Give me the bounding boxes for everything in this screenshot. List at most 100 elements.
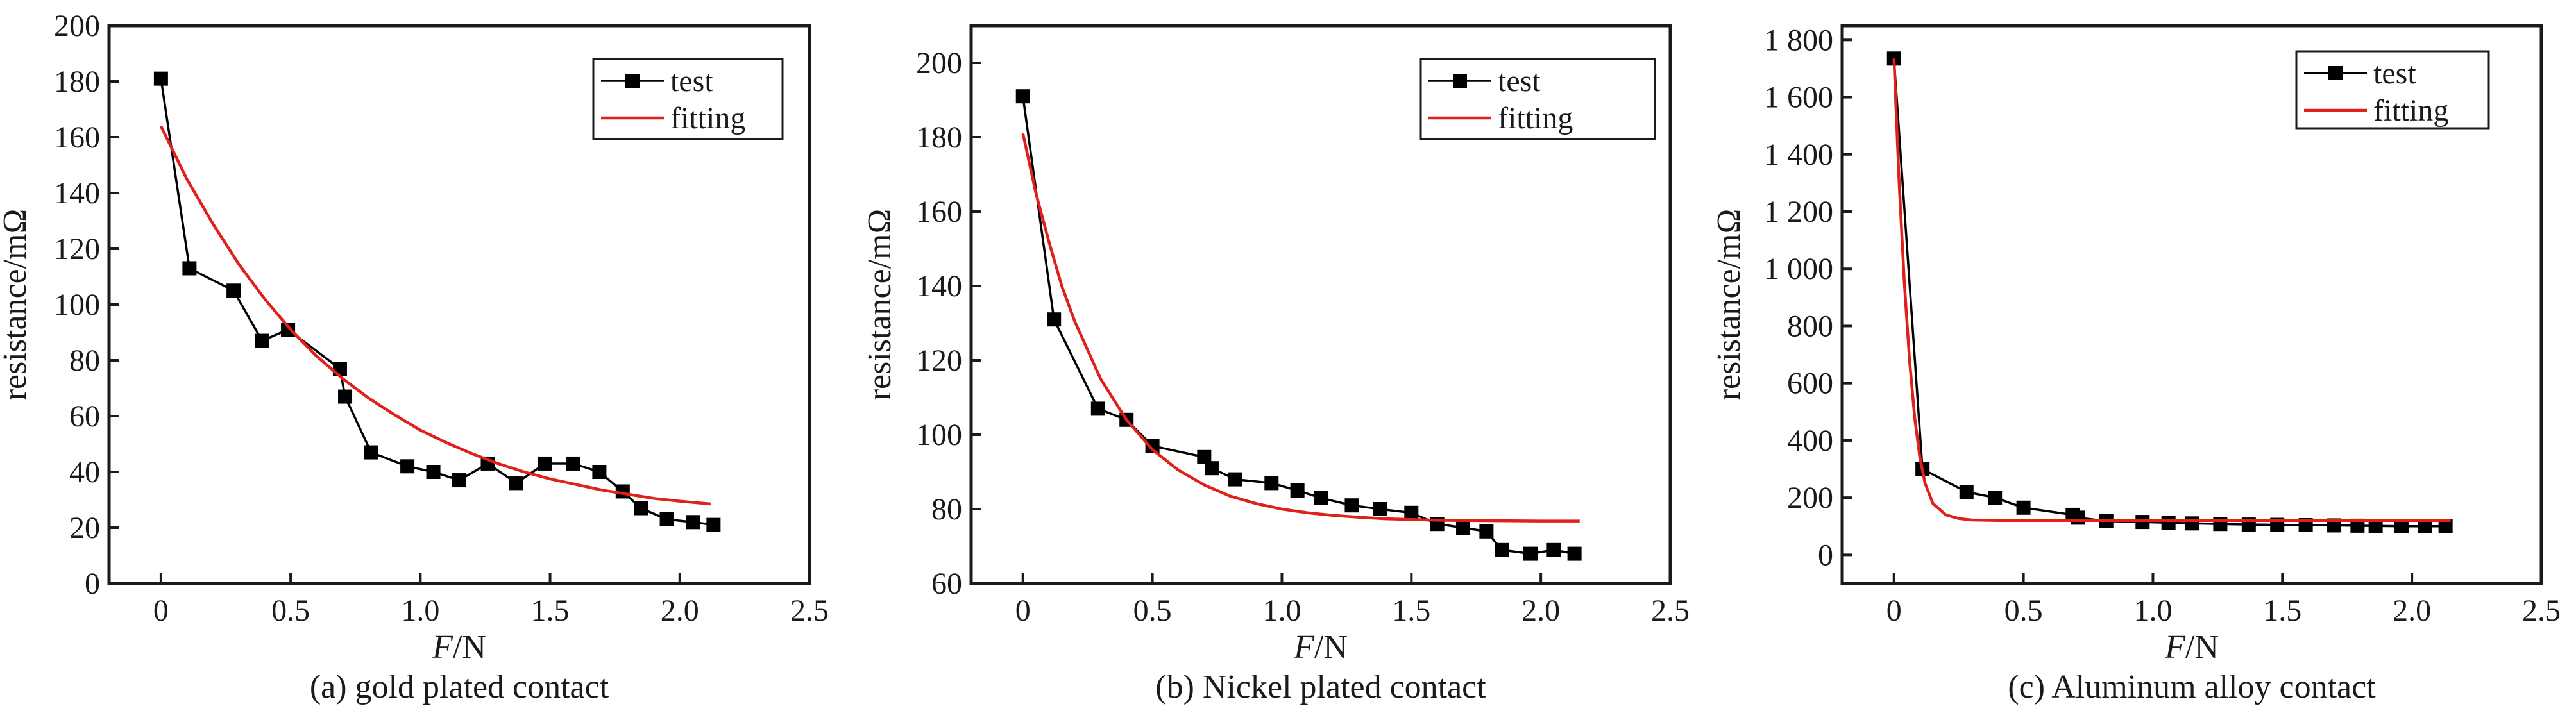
data-point-test: [1959, 485, 1974, 499]
plot-frame: [969, 24, 1672, 585]
y-tick-label: 1 400: [1764, 138, 1833, 172]
data-point-test: [1988, 491, 2003, 505]
x-tick-label: 2.5: [1651, 594, 1690, 628]
data-point-test: [226, 283, 241, 298]
legend-marker-test: [2328, 66, 2343, 80]
legend-label-test: test: [1498, 64, 1541, 98]
y-tick-label: 0: [1818, 538, 1833, 572]
data-point-test: [1404, 505, 1419, 520]
data-point-test: [2213, 517, 2228, 532]
x-axis-label-variable: F: [432, 629, 453, 666]
x-tick-label: 1.5: [531, 594, 570, 628]
y-tick-label: 180: [54, 65, 100, 99]
x-tick-label: 2.0: [1521, 594, 1560, 628]
y-tick-label: 100: [916, 418, 962, 452]
legend-box: [1419, 58, 1656, 140]
data-point-test: [452, 473, 466, 488]
y-tick-label: 200: [1787, 481, 1833, 515]
x-tick-label: 0: [1015, 594, 1031, 628]
x-axis-label-variable: F: [1293, 629, 1315, 666]
y-tick-label: 120: [916, 344, 962, 378]
y-tick-label: 20: [69, 511, 100, 545]
data-point-test: [2368, 519, 2383, 533]
y-tick-label: 140: [916, 269, 962, 303]
y-tick-label: 120: [54, 232, 100, 266]
data-point-test: [1314, 491, 1328, 505]
y-tick-label: 160: [54, 121, 100, 155]
x-axis-label-unit: /N: [2185, 629, 2219, 666]
y-tick-label: 1 000: [1764, 252, 1833, 286]
series-fitting-curve: [159, 125, 711, 506]
x-axis-label: F/N: [2164, 629, 2219, 666]
data-point-test: [2394, 519, 2409, 533]
data-point-test: [1546, 542, 1561, 557]
legend-label-fitting: fitting: [2373, 94, 2448, 128]
x-tick-label: 2.0: [661, 594, 699, 628]
data-point-test: [2418, 519, 2432, 533]
data-point-test: [592, 465, 607, 479]
data-point-test: [2071, 510, 2085, 525]
y-tick-label: 1 800: [1764, 23, 1833, 57]
data-point-test: [1145, 439, 1160, 453]
x-axis-label-unit: /N: [453, 629, 486, 666]
legend-marker-test: [1453, 74, 1467, 88]
x-tick-label: 0: [153, 594, 169, 628]
x-tick-label: 0.5: [2004, 594, 2043, 628]
data-point-test: [1344, 498, 1359, 513]
legend: test fitting: [2295, 50, 2490, 130]
y-tick-label: 160: [916, 195, 962, 229]
data-point-test: [1228, 472, 1242, 487]
data-point-test: [1567, 546, 1582, 561]
x-tick-label: 2.5: [2522, 594, 2561, 628]
legend-label-test: test: [670, 64, 713, 98]
data-point-test: [2185, 516, 2199, 531]
x-tick-label: 1.0: [401, 594, 439, 628]
data-point-test: [2350, 518, 2365, 533]
data-point-test: [2135, 515, 2150, 530]
data-point-test: [1090, 401, 1105, 416]
legend-label-test: test: [2373, 56, 2416, 90]
data-point-test: [1479, 524, 1494, 539]
x-tick-label: 0: [1886, 594, 1902, 628]
data-point-test: [566, 456, 580, 471]
y-tick-label: 800: [1787, 309, 1833, 343]
data-point-test: [153, 71, 168, 86]
x-axis-label: F/N: [1293, 629, 1348, 666]
y-tick-label: 80: [69, 344, 100, 378]
data-point-test: [364, 445, 378, 460]
data-point-test: [509, 476, 523, 491]
y-tick-label: 200: [916, 46, 962, 80]
x-axis-label-unit: /N: [1314, 629, 1348, 666]
x-tick-label: 0.5: [271, 594, 310, 628]
y-tick-label: 80: [931, 492, 962, 526]
x-axis-label: F/N: [432, 629, 486, 666]
y-axis-label: resistance/mΩ: [0, 209, 33, 401]
data-point-test: [2161, 516, 2176, 530]
chart-panel-2: 0 200 400 600 800 1 000 1 200 1 400 1 600 1 800 0 0…: [1711, 23, 2561, 705]
x-tick-label: 2.0: [2393, 594, 2431, 628]
data-point-test: [182, 261, 197, 276]
series-test-line: [160, 78, 714, 526]
x-tick-label: 0.5: [1133, 594, 1172, 628]
data-point-test: [2438, 519, 2453, 533]
legend-box: [592, 58, 784, 140]
y-tick-label: 600: [1787, 367, 1833, 401]
chart-caption: (a) gold plated contact: [310, 669, 609, 705]
x-tick-label: 1.0: [2133, 594, 2172, 628]
chart-caption: (b) Nickel plated contact: [1155, 669, 1486, 705]
y-tick-label: 100: [54, 288, 100, 322]
x-tick-label: 1.0: [1262, 594, 1301, 628]
data-point-test: [255, 333, 269, 348]
y-axis-label: resistance/mΩ: [861, 209, 898, 401]
y-tick-label: 1 200: [1764, 195, 1833, 229]
data-point-test: [1495, 542, 1509, 557]
data-point-test: [706, 517, 721, 532]
chart-panel-0: 0 20 40 60 80 100 120 140 160 180 200 0 0.5 1.0 1.5 2.0…: [0, 9, 829, 705]
x-axis-label-variable: F: [2164, 629, 2186, 666]
x-tick-label: 2.5: [790, 594, 829, 628]
series-fitting-curve: [1892, 58, 2451, 523]
data-point-test: [634, 501, 648, 516]
data-point-test: [400, 459, 415, 474]
